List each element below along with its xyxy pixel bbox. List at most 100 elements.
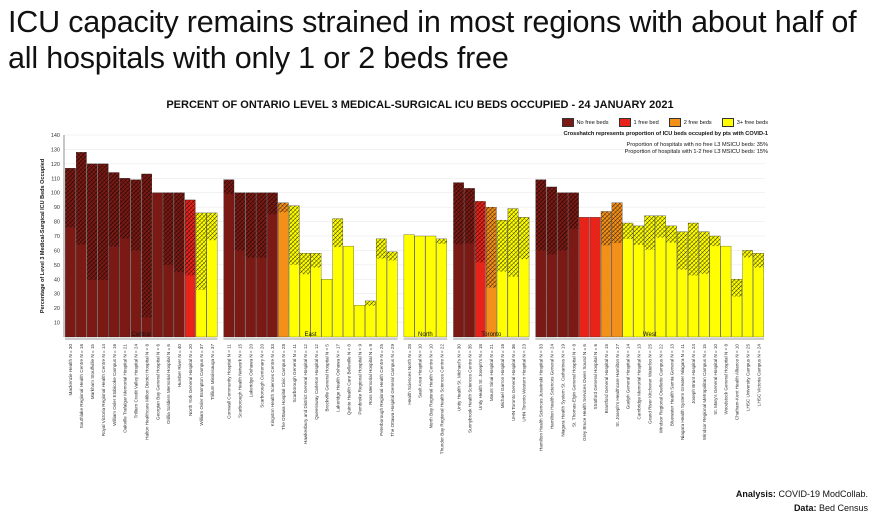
covid-crosshatch-cross bbox=[611, 202, 623, 244]
covid-crosshatch-cross bbox=[518, 217, 530, 260]
region-label: North bbox=[418, 332, 433, 338]
x-tick-label: Chatham-Kent Health Alliance N = 10 bbox=[735, 344, 740, 421]
covid-crosshatch-cross bbox=[486, 207, 497, 288]
x-tick-label: Niagara Health System Greater Niagara N … bbox=[680, 344, 685, 440]
x-tick-label: Scarborough Centenary N = 20 bbox=[259, 344, 264, 408]
covid-crosshatch-cross bbox=[557, 192, 568, 251]
covid-crosshatch-cross bbox=[119, 178, 131, 239]
chart-title: PERCENT OF ONTARIO LEVEL 3 MEDICAL-SURGI… bbox=[166, 99, 674, 111]
x-tick-label: Scarborough General N = 11 bbox=[292, 344, 297, 403]
x-tick-label: Cambridge Memorial Hospital N = 13 bbox=[637, 344, 642, 420]
covid-crosshatch-cross bbox=[742, 250, 753, 258]
bar bbox=[343, 245, 354, 338]
x-tick-label: Hamilton Health Sciences Juravinski Hosp… bbox=[539, 344, 544, 452]
covid-crosshatch-cross bbox=[141, 173, 152, 318]
x-tick-label: Peterborough Regional Health Centre N = … bbox=[379, 344, 384, 436]
x-tick-label: Mackenzie Health N = 30 bbox=[68, 344, 73, 396]
x-tick-label: Georgian Bay General Hospital N = 6 bbox=[155, 344, 160, 420]
x-tick-label: Brockville General Hospital N = 5 bbox=[325, 344, 330, 412]
covid-crosshatch-cross bbox=[365, 300, 376, 306]
covid-crosshatch-cross bbox=[497, 220, 508, 272]
covid-crosshatch-cross bbox=[245, 192, 256, 258]
covid-crosshatch-cross bbox=[568, 192, 579, 229]
covid-crosshatch-cross bbox=[731, 279, 742, 297]
x-tick-label: St. Joseph's Healthcare Hamilton N = 27 bbox=[615, 344, 620, 427]
x-tick-label: Thunder Bay Regional Health Sciences Cen… bbox=[440, 344, 445, 455]
legend-crosshatch-note: Crosshatch represents proportion of ICU … bbox=[563, 131, 768, 137]
x-tick-label: The Ottawa Hospital Civic Campus N = 28 bbox=[281, 344, 286, 431]
covid-crosshatch-cross bbox=[163, 192, 174, 265]
covid-crosshatch-cross bbox=[453, 182, 464, 245]
bar bbox=[321, 279, 333, 338]
x-tick-label: Niagara Health System St. Catharines N =… bbox=[560, 344, 565, 437]
x-tick-label: North Bay Regional Health Centre N = 10 bbox=[429, 344, 434, 429]
x-tick-label: Markham Stouffville N = 15 bbox=[90, 344, 95, 400]
covid-crosshatch-cross bbox=[278, 202, 289, 213]
bar bbox=[720, 245, 732, 338]
bar bbox=[742, 250, 753, 338]
x-tick-label: Brantford General Hospital N = 15 bbox=[604, 344, 609, 414]
x-tick-label: Bluewater Health Sarnia General N = 13 bbox=[669, 344, 674, 427]
x-tick-label: Grey Bruce Health Services Owen Sound N … bbox=[582, 344, 587, 441]
x-tick-label: Humber River N = 40 bbox=[177, 344, 182, 388]
y-tick-label: 100 bbox=[51, 191, 60, 197]
covid-crosshatch-cross bbox=[376, 238, 387, 259]
covid-crosshatch-cross bbox=[76, 152, 87, 245]
covid-crosshatch-cross bbox=[299, 253, 311, 275]
covid-crosshatch-cross bbox=[108, 172, 120, 247]
bar bbox=[579, 217, 590, 338]
bar bbox=[354, 305, 365, 338]
x-tick-label: Oakville Trafalgar Memorial Hospital N =… bbox=[123, 344, 128, 433]
x-tick-label: Trillium Credit Valley Hospital N = 24 bbox=[134, 344, 139, 419]
bar bbox=[223, 179, 235, 338]
covid-crosshatch-cross bbox=[698, 231, 710, 274]
x-tick-label: Halton Healthcare Milton District Hospit… bbox=[144, 344, 149, 440]
bar bbox=[278, 202, 289, 338]
x-tick-label: Lakeridge Health Oshawa N = 17 bbox=[336, 344, 341, 412]
covid-crosshatch-cross bbox=[464, 188, 475, 244]
y-tick-label: 80 bbox=[54, 220, 60, 226]
bar bbox=[365, 300, 376, 338]
bar bbox=[622, 222, 634, 338]
x-tick-label: William Osler Brampton Campus N = 37 bbox=[199, 344, 204, 426]
covid-crosshatch-cross bbox=[87, 163, 98, 280]
y-tick-label: 40 bbox=[54, 277, 60, 283]
covid-crosshatch-cross bbox=[546, 186, 557, 255]
bar bbox=[152, 192, 163, 338]
covid-crosshatch-cross bbox=[688, 223, 699, 276]
x-tick-label: Ross Memorial Hospital N = 8 bbox=[368, 344, 373, 405]
y-tick-label: 90 bbox=[54, 205, 60, 211]
covid-crosshatch-cross bbox=[655, 215, 666, 238]
x-tick-label: Trillium Mississauga N = 37 bbox=[210, 344, 215, 401]
y-tick-label: 60 bbox=[54, 248, 60, 254]
x-tick-label: Joseph Brant Hospital N = 24 bbox=[691, 344, 696, 404]
x-tick-label: Guelph General Hospital N = 14 bbox=[626, 344, 631, 410]
y-tick-label: 130 bbox=[51, 147, 60, 153]
x-tick-label: Queensway Carleton Hospital N = 12 bbox=[314, 344, 319, 420]
slide-title: ICU capacity remains strained in most re… bbox=[8, 5, 857, 75]
covid-crosshatch-cross bbox=[310, 253, 322, 268]
x-tick-label: St. Mary's General Hospital N = 10 bbox=[713, 344, 718, 415]
x-tick-label: Orillia Soldiers Memorial Hospital N = 6 bbox=[166, 344, 171, 424]
x-tick-label: Scarborough Health Network N = 15 bbox=[238, 344, 243, 418]
covid-crosshatch-cross bbox=[256, 192, 267, 258]
region-label: West bbox=[643, 332, 657, 338]
covid-crosshatch-cross bbox=[130, 179, 141, 251]
x-tick-label: UHN Toronto General Hospital N = 36 bbox=[511, 344, 516, 421]
covid-crosshatch-cross bbox=[289, 205, 300, 265]
y-tick-label: 70 bbox=[54, 234, 60, 240]
x-tick-label: Hawkesbury and District General Hospital… bbox=[303, 344, 308, 444]
x-tick-label: Sunnybrook Health Sciences Centre N = 35 bbox=[467, 344, 472, 433]
x-tick-label: Mount Sinai Hospital N = 21 bbox=[489, 344, 494, 402]
x-tick-label: UHN Toronto Western Hospital N = 23 bbox=[522, 344, 527, 422]
y-tick-label: 110 bbox=[51, 176, 60, 182]
x-tick-label: Hamilton Health Sciences General N = 24 bbox=[550, 344, 555, 430]
covid-crosshatch-cross bbox=[332, 218, 343, 248]
x-tick-label: Unity Health St. Michael's N = 30 bbox=[456, 344, 461, 412]
y-tick-label: 120 bbox=[51, 162, 60, 168]
covid-crosshatch-cross bbox=[387, 251, 398, 261]
bar bbox=[386, 251, 398, 338]
region-label: Central bbox=[132, 332, 151, 338]
legend-item-three-plus: 3+ free beds bbox=[721, 118, 768, 127]
x-tick-label: Windsor Regional Metropolitan Campus N =… bbox=[702, 344, 707, 441]
